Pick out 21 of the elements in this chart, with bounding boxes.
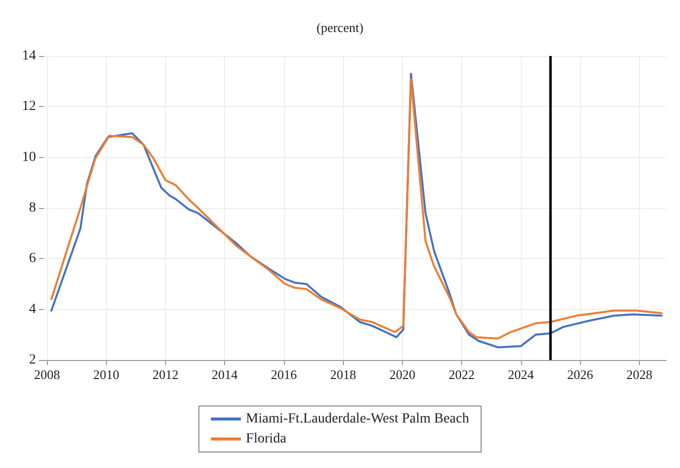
x-tick-label: 2008 — [34, 367, 60, 382]
x-tick-label: 2026 — [567, 367, 594, 382]
y-tick-label: 12 — [22, 99, 36, 114]
x-tick-label: 2016 — [270, 367, 298, 382]
x-tick-label: 2012 — [152, 367, 178, 382]
y-tick-label: 4 — [29, 302, 36, 317]
x-tick-label: 2010 — [93, 367, 120, 382]
y-tick-label: 10 — [22, 150, 36, 165]
legend-label: Miami-Ft.Lauderdale-West Palm Beach — [246, 412, 470, 426]
x-tick-label: 2028 — [626, 367, 652, 382]
x-tick-label: 2024 — [508, 367, 534, 382]
x-tick-label: 2014 — [212, 367, 238, 382]
x-tick-label: 2020 — [389, 367, 416, 382]
chart-title: (percent) — [316, 20, 364, 35]
legend-label: Florida — [246, 432, 288, 446]
x-tick-label: 2022 — [448, 367, 475, 382]
x-tick-label: 2018 — [330, 367, 356, 382]
y-tick-label: 2 — [29, 352, 36, 368]
y-tick-label: 8 — [29, 200, 36, 216]
y-tick-label: 14 — [22, 48, 36, 64]
y-tick-label: 6 — [29, 251, 36, 266]
